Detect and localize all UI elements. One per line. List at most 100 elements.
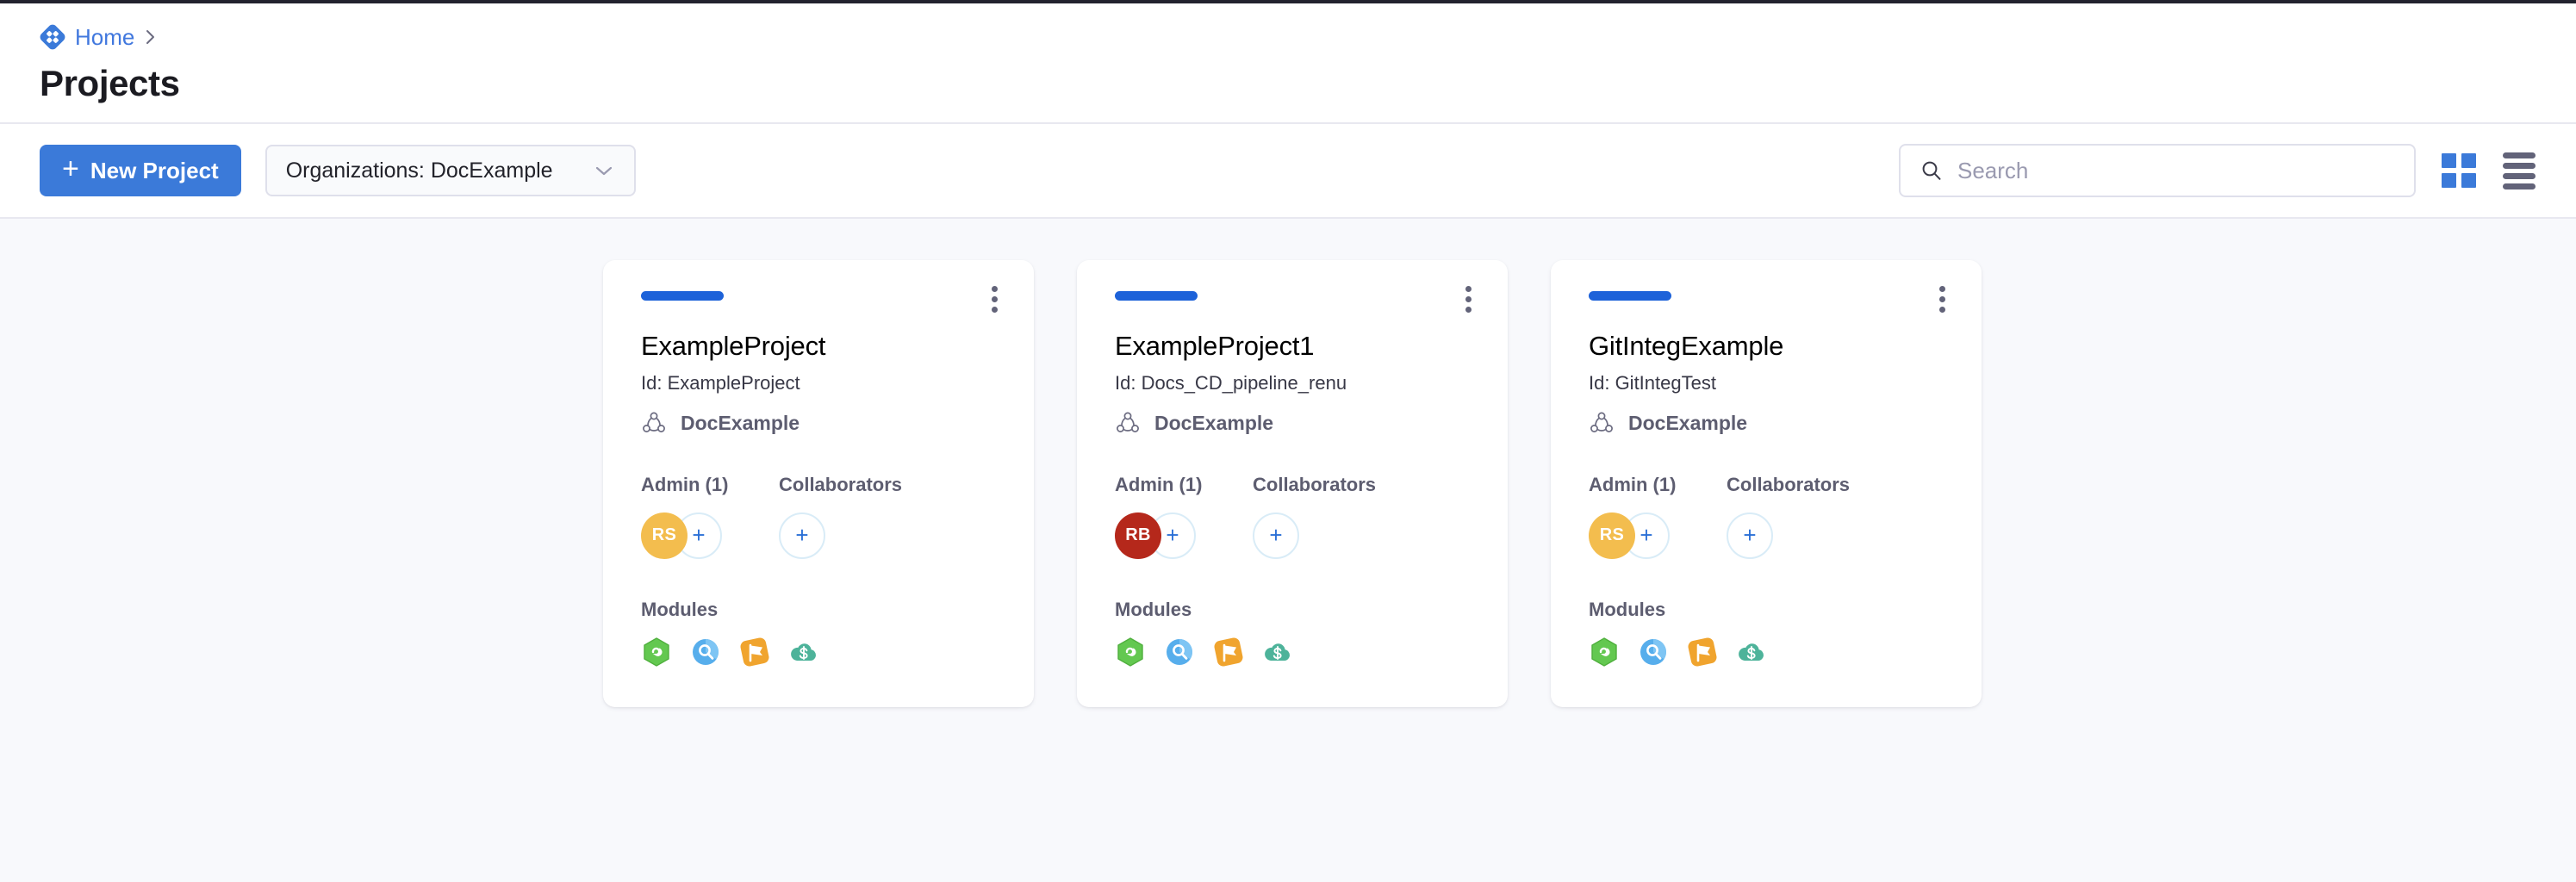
list-bar [2503,162,2536,169]
admin-column: Admin (1) RS + [1589,474,1727,559]
more-options-vertical-icon[interactable] [1460,283,1477,316]
chevron-down-icon [595,167,612,176]
kebab-dot [1465,307,1472,314]
project-color-accent [641,291,724,301]
search-input[interactable] [1957,146,2395,196]
admin-avatars: RS + [1589,512,1727,559]
list-bar [2503,183,2536,189]
card-header-row [1115,286,1472,314]
add-collaborator-button[interactable]: + [1253,512,1299,559]
breadcrumb: Home [40,22,2536,52]
kebab-dot [992,286,998,293]
search-box[interactable] [1899,144,2416,198]
card-header-row [1589,286,1945,314]
harness-diamond-logo-icon [40,24,65,50]
collaborators-label: Collaborators [1253,474,1377,496]
grid-cell [2442,153,2456,169]
toolbar-left-group: + New Project Organizations: DocExample [40,145,636,197]
service-reliability-module-icon[interactable] [690,637,721,668]
grid-cell [2461,173,2476,189]
avatar[interactable]: RB [1115,512,1161,559]
modules-label: Modules [1115,598,1192,620]
collaborators-label: Collaborators [779,474,903,496]
project-identifier: Id: GitIntegTest [1589,371,1716,394]
collaborator-avatars: + [1727,512,1850,559]
kebab-dot [992,296,998,303]
add-admin-button[interactable]: + [1623,512,1670,559]
service-reliability-module-icon[interactable] [1638,637,1669,668]
project-name: GitIntegExample [1589,331,1784,362]
continuous-integration-module-icon[interactable] [641,637,672,668]
grid-cell [2442,173,2456,189]
view-mode-toggle [2442,152,2536,189]
project-card[interactable]: ExampleProject Id: ExampleProject DocExa… [603,260,1034,707]
breadcrumb-home-link[interactable]: Home [75,24,135,50]
toolbar-right-group [1899,144,2536,198]
module-icon-list [1589,637,1944,668]
project-identifier: Id: Docs_CD_pipeline_renu [1115,371,1347,394]
search-icon [1922,161,1941,180]
project-card[interactable]: ExampleProject1 Id: Docs_CD_pipeline_ren… [1077,260,1508,707]
grid-cell [2461,153,2476,169]
module-icon-list [641,637,996,668]
list-bar [2503,152,2536,158]
project-name: ExampleProject1 [1115,331,1315,362]
admin-label: Admin (1) [641,474,729,496]
page-title: Projects [40,63,180,103]
kebab-dot [992,307,998,314]
modules-label: Modules [1589,598,1666,620]
more-options-vertical-icon[interactable] [986,283,1003,316]
cloud-cost-module-icon[interactable] [1262,637,1293,668]
project-organization: DocExample [641,410,996,436]
toolbar: + New Project Organizations: DocExample [0,124,2576,220]
grid-view-button[interactable] [2442,153,2476,189]
list-view-icon [2503,152,2536,189]
project-members: Admin (1) RS + Collaborators + [641,474,996,559]
project-members: Admin (1) RB + Collaborators + [1115,474,1470,559]
project-card[interactable]: GitIntegExample Id: GitIntegTest DocExam… [1551,260,1982,707]
list-bar [2503,172,2536,179]
project-identifier: Id: ExampleProject [641,371,800,394]
service-reliability-module-icon[interactable] [1164,637,1195,668]
continuous-integration-module-icon[interactable] [1115,637,1146,668]
new-project-label: New Project [90,158,219,184]
module-icon-list [1115,637,1470,668]
more-options-vertical-icon[interactable] [1934,283,1951,316]
project-organization: DocExample [1589,410,1944,436]
cloud-cost-module-icon[interactable] [1736,637,1767,668]
kebab-dot [1465,296,1472,303]
organizations-filter-label: Organizations: DocExample [285,158,553,183]
page-header: Home Projects [0,3,2576,125]
project-color-accent [1589,291,1671,301]
organization-name: DocExample [1628,411,1748,434]
avatar[interactable]: RS [1589,512,1635,559]
list-view-button[interactable] [2502,152,2536,189]
card-header-row [641,286,998,314]
feature-flags-module-icon[interactable] [739,637,770,668]
add-collaborator-button[interactable]: + [779,512,825,559]
organization-name: DocExample [681,411,800,434]
admin-column: Admin (1) RS + [641,474,779,559]
admin-label: Admin (1) [1115,474,1203,496]
feature-flags-module-icon[interactable] [1213,637,1244,668]
projects-grid: ExampleProject Id: ExampleProject DocExa… [0,219,2576,882]
modules-label: Modules [641,598,719,620]
collaborators-column: Collaborators + [1253,474,1377,559]
continuous-integration-module-icon[interactable] [1589,637,1620,668]
collaborator-avatars: + [779,512,902,559]
collaborators-label: Collaborators [1727,474,1851,496]
project-members: Admin (1) RS + Collaborators + [1589,474,1944,559]
avatar[interactable]: RS [641,512,688,559]
collaborator-avatars: + [1253,512,1376,559]
kebab-dot [1465,286,1472,293]
admin-column: Admin (1) RB + [1115,474,1253,559]
add-collaborator-button[interactable]: + [1727,512,1773,559]
admin-label: Admin (1) [1589,474,1677,496]
new-project-button[interactable]: + New Project [40,145,241,197]
organization-icon [643,412,665,433]
cloud-cost-module-icon[interactable] [788,637,819,668]
organizations-filter-dropdown[interactable]: Organizations: DocExample [264,145,636,197]
kebab-dot [1939,296,1945,303]
feature-flags-module-icon[interactable] [1687,637,1718,668]
